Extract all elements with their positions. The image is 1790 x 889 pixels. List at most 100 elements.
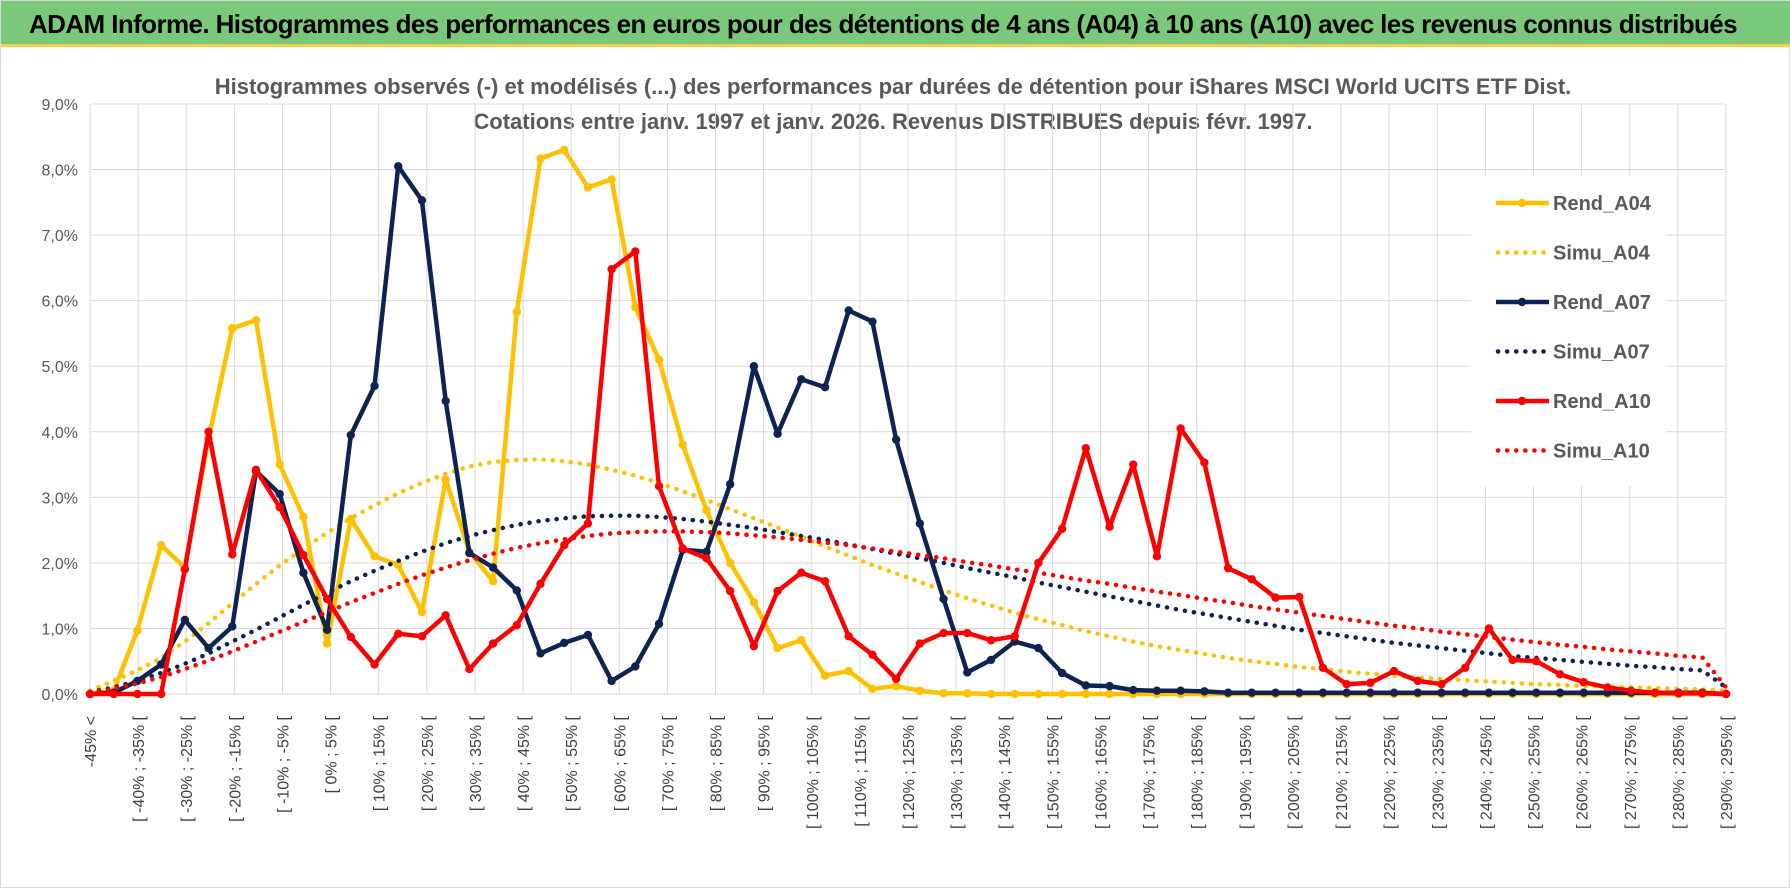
x-tick-label: [ 90% ; 95% [ — [757, 715, 774, 811]
data-point-rend-a07 — [1295, 688, 1304, 697]
data-point-rend-a10 — [109, 689, 118, 699]
legend-label-simu-a10: Simu_A10 — [1553, 441, 1650, 463]
data-point-rend-a10 — [180, 565, 190, 574]
data-point-rend-a07 — [394, 162, 403, 171]
x-tick-label: [ 160% ; 165% [ — [1093, 715, 1110, 829]
data-point-rend-a10 — [1223, 563, 1233, 573]
data-point-rend-a07 — [1484, 688, 1494, 697]
data-point-rend-a10 — [986, 636, 996, 645]
data-point-rend-a07 — [1555, 688, 1565, 697]
data-point-rend-a07 — [1034, 643, 1043, 653]
data-point-rend-a10 — [1698, 689, 1707, 698]
data-point-rend-a04 — [488, 577, 498, 586]
data-point-rend-a10 — [299, 550, 308, 560]
data-point-rend-a10 — [844, 632, 853, 641]
data-point-rend-a10 — [465, 664, 474, 674]
data-point-rend-a07 — [1413, 688, 1422, 697]
x-tick-label: [ 200% ; 205% [ — [1286, 715, 1303, 829]
data-point-rend-a04 — [1057, 689, 1067, 699]
series-line-simu-a04 — [87, 457, 1729, 693]
data-point-rend-a07 — [868, 317, 877, 326]
data-point-rend-a10 — [1437, 679, 1446, 689]
data-point-rend-a10 — [441, 611, 450, 620]
data-point-rend-a04 — [939, 689, 948, 698]
data-point-rend-a10 — [370, 660, 379, 669]
data-point-rend-a04 — [820, 671, 830, 680]
data-point-rend-a07 — [1223, 688, 1233, 697]
data-point-rend-a04 — [322, 639, 332, 648]
series — [85, 145, 1731, 699]
data-point-rend-a07 — [1532, 688, 1541, 697]
data-point-rend-a07 — [560, 638, 569, 648]
x-tick-label: [ -20% ; -15% [ — [227, 715, 244, 821]
data-point-rend-a07 — [986, 655, 996, 665]
data-point-rend-a10 — [1674, 689, 1683, 698]
data-point-rend-a10 — [749, 641, 759, 651]
data-point-rend-a10 — [868, 650, 877, 659]
data-point-rend-a04 — [156, 540, 166, 550]
data-point-rend-a10 — [417, 632, 427, 641]
x-tick-label: [ 230% ; 235% [ — [1430, 715, 1447, 829]
data-point-rend-a04 — [583, 183, 593, 192]
data-point-rend-a07 — [820, 383, 830, 392]
data-point-rend-a10 — [1081, 443, 1091, 453]
data-point-rend-a07 — [465, 548, 474, 558]
data-point-rend-a04 — [417, 607, 427, 617]
series-line-rend-a10 — [90, 249, 1727, 697]
chart-title-line-2: Cotations entre janv. 1997 et janv. 2026… — [473, 109, 1312, 134]
x-tick-label: [ 170% ; 175% [ — [1142, 715, 1159, 829]
data-point-rend-a10 — [322, 594, 332, 604]
legend-label-rend-a10: Rend_A10 — [1553, 391, 1651, 413]
y-tick-label: 9,0% — [42, 97, 78, 114]
data-point-rend-a10 — [1626, 686, 1636, 695]
data-point-rend-a10 — [702, 554, 711, 563]
data-point-rend-a04 — [1034, 689, 1043, 699]
y-tick-label: 4,0% — [42, 425, 78, 442]
data-point-rend-a07 — [654, 619, 664, 629]
x-tick-label: [ 180% ; 185% [ — [1190, 715, 1207, 829]
data-point-rend-a10 — [891, 674, 901, 684]
legend-marker-rend-a07 — [1517, 297, 1527, 307]
series-line-rend-a07 — [89, 164, 1727, 697]
data-point-rend-a07 — [536, 649, 545, 658]
data-point-rend-a04 — [654, 355, 664, 364]
data-point-rend-a10 — [1247, 575, 1256, 584]
x-tick-label: [ 70% ; 75% [ — [660, 715, 677, 811]
data-point-rend-a04 — [441, 475, 450, 484]
y-tick-label: 8,0% — [42, 163, 78, 180]
data-point-rend-a10 — [1555, 670, 1565, 679]
x-tick-label: [ 10% ; 15% [ — [372, 715, 389, 811]
data-point-rend-a10 — [1318, 663, 1328, 672]
data-point-rend-a07 — [1366, 688, 1375, 697]
data-point-rend-a07 — [1389, 688, 1399, 697]
data-point-rend-a07 — [1057, 668, 1067, 678]
data-point-rend-a07 — [797, 375, 806, 384]
data-point-rend-a07 — [512, 586, 521, 595]
data-point-rend-a10 — [1152, 552, 1162, 561]
chart-title-line-1: Histogrammes observés (-) et modélisés (… — [215, 74, 1572, 99]
data-point-rend-a04 — [868, 684, 877, 693]
y-tick-label: 5,0% — [42, 359, 78, 376]
data-point-rend-a10 — [536, 579, 545, 589]
data-point-rend-a10 — [1579, 678, 1588, 687]
data-point-rend-a10 — [607, 265, 616, 274]
data-point-rend-a07 — [1579, 688, 1588, 697]
data-point-rend-a07 — [346, 430, 356, 440]
data-point-rend-a07 — [180, 615, 190, 625]
data-point-rend-a10 — [1057, 524, 1067, 533]
data-point-rend-a04 — [773, 643, 782, 653]
x-tick-label: [ -30% ; -25% [ — [179, 715, 196, 821]
data-point-rend-a10 — [1295, 592, 1304, 602]
data-point-rend-a04 — [1105, 689, 1114, 699]
data-point-rend-a04 — [536, 154, 545, 163]
y-tick-label: 6,0% — [42, 294, 78, 311]
data-point-rend-a10 — [156, 689, 166, 699]
data-point-rend-a07 — [488, 563, 498, 572]
data-point-rend-a10 — [275, 502, 284, 512]
data-point-rend-a07 — [1129, 685, 1138, 695]
data-point-rend-a07 — [1152, 686, 1162, 695]
data-point-rend-a10 — [1603, 683, 1612, 692]
data-point-rend-a04 — [678, 440, 687, 450]
data-point-rend-a10 — [1034, 558, 1043, 568]
